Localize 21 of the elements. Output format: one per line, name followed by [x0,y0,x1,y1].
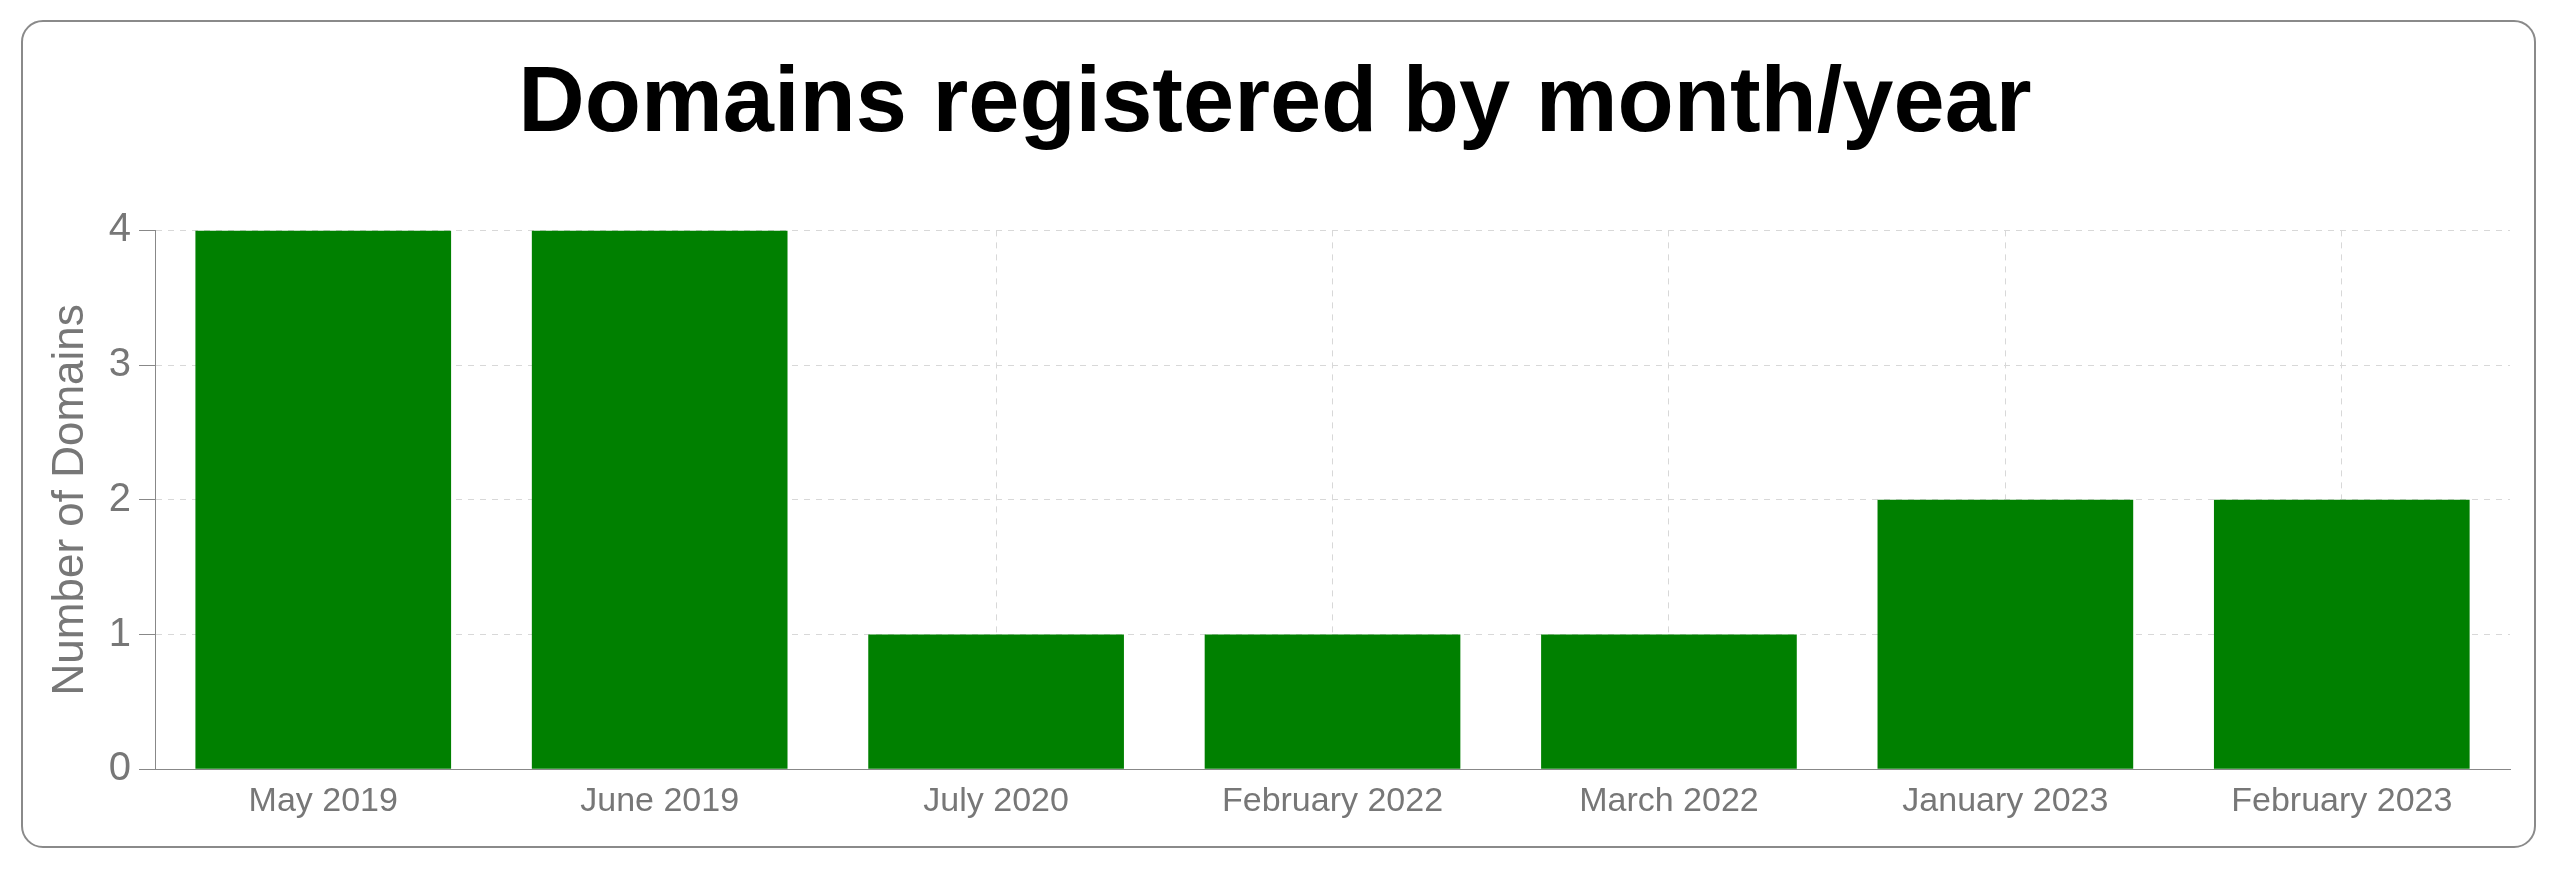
bar [195,230,452,769]
x-tick-label: June 2019 [580,779,740,818]
x-tick-label: February 2023 [2231,779,2453,818]
y-axis-title: Number of Domains [42,304,92,696]
y-tick-label: 2 [108,474,132,519]
bar [868,634,1124,769]
y-tick-label: 1 [108,609,132,654]
y-tick-label: 0 [108,744,132,789]
x-tick-label: March 2022 [1579,779,1759,818]
y-tick-label: 3 [108,340,132,385]
x-tick-label: July 2020 [923,779,1069,818]
y-tick-label: 4 [108,205,132,250]
chart-title: Domains registered by month/year [518,47,2032,150]
bar [1877,499,2134,769]
bar [1541,634,1797,769]
bar [2213,499,2470,769]
x-tick-label: January 2023 [1902,779,2109,818]
x-tick-label: February 2022 [1221,779,1444,818]
bar [531,230,788,769]
bar [1204,634,1461,769]
x-tick-label: May 2019 [248,779,398,818]
